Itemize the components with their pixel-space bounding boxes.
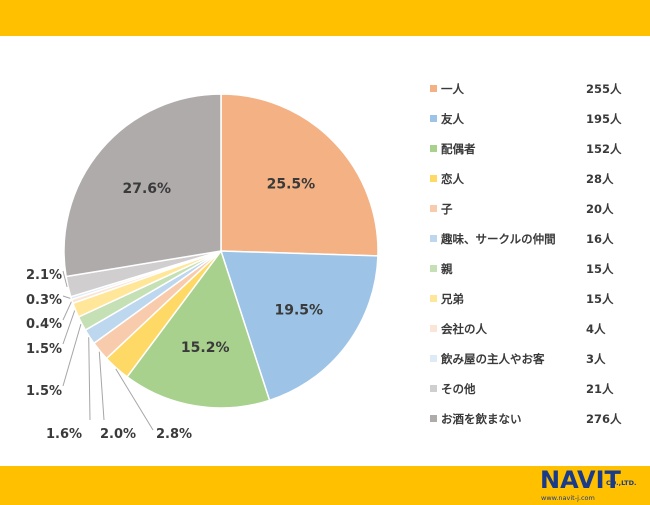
legend-swatch bbox=[430, 295, 437, 302]
legend-item: 飲み屋の主人やお客 3人 bbox=[430, 348, 630, 378]
legend-count: 152人 bbox=[586, 142, 622, 156]
legend-item: 恋人 28人 bbox=[430, 168, 630, 198]
legend-count: 4人 bbox=[586, 322, 606, 336]
chart-legend: 一人 255人友人 195人配偶者 152人恋人 28人子 20人趣味、サークルの仲間 16… bbox=[430, 78, 630, 438]
legend-label: お酒を飲まない bbox=[441, 412, 522, 426]
company-logo: NAVIT CO.,LTD. www.navit-j.com bbox=[536, 468, 644, 504]
leader-line bbox=[88, 337, 91, 421]
legend-count: 21人 bbox=[586, 382, 614, 396]
legend-swatch bbox=[430, 355, 437, 362]
legend-swatch bbox=[430, 385, 437, 392]
pie-slice bbox=[63, 93, 222, 278]
legend-label: その他 bbox=[441, 382, 476, 396]
pie-slice bbox=[220, 93, 379, 257]
legend-count: 15人 bbox=[586, 262, 614, 276]
legend-label: 兄弟 bbox=[441, 292, 464, 306]
leader-line bbox=[62, 301, 72, 321]
leader-line bbox=[62, 310, 76, 345]
legend-swatch bbox=[430, 175, 437, 182]
logo-wordmark: NAVIT bbox=[540, 466, 621, 494]
leader-line bbox=[62, 295, 71, 299]
leader-line bbox=[62, 323, 82, 387]
legend-count: 3人 bbox=[586, 352, 606, 366]
legend-label: 飲み屋の主人やお客 bbox=[441, 352, 545, 366]
pie-value-label: 25.5% bbox=[267, 176, 316, 192]
pie-value-label: 2.8% bbox=[156, 427, 192, 442]
legend-label: 親 bbox=[441, 262, 453, 276]
pie-value-label: 2.0% bbox=[100, 427, 136, 442]
pie-slice bbox=[219, 250, 379, 402]
pie-value-label: 1.5% bbox=[26, 342, 62, 357]
header-bar bbox=[0, 0, 650, 36]
legend-swatch bbox=[430, 415, 437, 422]
legend-label: 恋人 bbox=[441, 172, 464, 186]
legend-item: 兄弟 15人 bbox=[430, 288, 630, 318]
legend-swatch bbox=[430, 85, 437, 92]
legend-count: 15人 bbox=[586, 292, 614, 306]
legend-swatch bbox=[430, 115, 437, 122]
legend-label: 一人 bbox=[441, 82, 464, 96]
leader-line bbox=[115, 368, 154, 431]
legend-item: 趣味、サークルの仲間 16人 bbox=[430, 228, 630, 258]
legend-swatch bbox=[430, 265, 437, 272]
leader-line bbox=[98, 351, 105, 421]
legend-item: 親 15人 bbox=[430, 258, 630, 288]
legend-count: 28人 bbox=[586, 172, 614, 186]
legend-swatch bbox=[430, 145, 437, 152]
footer-bar bbox=[0, 466, 650, 505]
pie-value-label: 1.6% bbox=[46, 427, 82, 442]
legend-count: 16人 bbox=[586, 232, 614, 246]
legend-item: 友人 195人 bbox=[430, 108, 630, 138]
logo-url: www.navit-j.com bbox=[541, 494, 595, 502]
legend-count: 276人 bbox=[586, 412, 622, 426]
pie-value-label: 27.6% bbox=[123, 181, 172, 197]
pie-value-label: 1.5% bbox=[26, 384, 62, 399]
legend-label: 配偶者 bbox=[441, 142, 476, 156]
pie-value-label: 19.5% bbox=[275, 302, 324, 318]
legend-swatch bbox=[430, 235, 437, 242]
legend-item: その他 21人 bbox=[430, 378, 630, 408]
pie-value-label: 0.4% bbox=[26, 317, 62, 332]
logo-company-suffix: CO.,LTD. bbox=[606, 479, 637, 487]
legend-label: 趣味、サークルの仲間 bbox=[441, 232, 556, 246]
legend-count: 195人 bbox=[586, 112, 622, 126]
pie-value-label: 15.2% bbox=[181, 340, 230, 356]
legend-item: お酒を飲まない 276人 bbox=[430, 408, 630, 438]
pie-slice bbox=[126, 249, 271, 409]
legend-swatch bbox=[430, 205, 437, 212]
legend-item: 一人 255人 bbox=[430, 78, 630, 108]
legend-label: 友人 bbox=[441, 112, 464, 126]
pie-value-label: 2.1% bbox=[26, 268, 62, 283]
legend-item: 会社の人 4人 bbox=[430, 318, 630, 348]
legend-label: 会社の人 bbox=[441, 322, 487, 336]
legend-item: 配偶者 152人 bbox=[430, 138, 630, 168]
legend-swatch bbox=[430, 325, 437, 332]
legend-count: 20人 bbox=[586, 202, 614, 216]
leader-line bbox=[62, 270, 68, 288]
pie-value-label: 0.3% bbox=[26, 293, 62, 308]
legend-item: 子 20人 bbox=[430, 198, 630, 228]
legend-label: 子 bbox=[441, 202, 453, 216]
legend-count: 255人 bbox=[586, 82, 622, 96]
